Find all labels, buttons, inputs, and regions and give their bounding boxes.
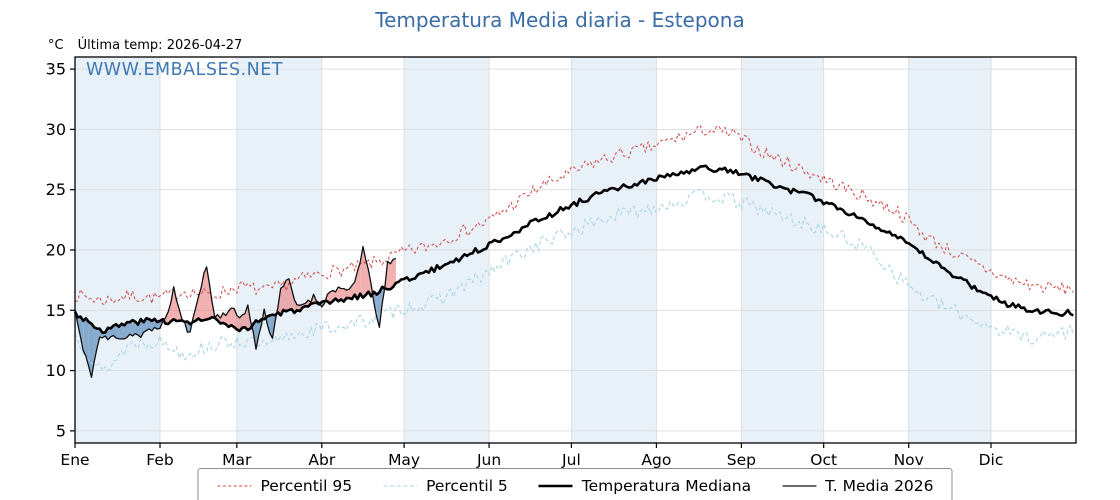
tmedia-2026-line-sample-icon [781, 479, 817, 493]
svg-text:Nov: Nov [894, 451, 924, 469]
legend-item-percentil-95: Percentil 95 [216, 477, 352, 495]
legend-label: T. Media 2026 [825, 477, 934, 495]
svg-text:Mar: Mar [222, 451, 252, 469]
svg-text:35: 35 [46, 60, 66, 79]
svg-text:Feb: Feb [146, 451, 173, 469]
svg-text:20: 20 [46, 241, 66, 260]
axis-annotation-row: °C Última temp: 2026-04-27 [48, 38, 242, 53]
mediana-line-sample-icon [538, 479, 574, 493]
legend-label: Percentil 95 [260, 477, 353, 495]
svg-text:Dic: Dic [979, 451, 1004, 469]
y-axis-unit-label: °C [48, 38, 64, 53]
watermark: WWW.EMBALSES.NET [86, 60, 284, 80]
svg-text:Sep: Sep [727, 451, 756, 469]
legend-label: Percentil 5 [426, 477, 508, 495]
last-temp-annotation: Última temp: 2026-04-27 [77, 38, 243, 53]
svg-text:Jul: Jul [561, 451, 581, 469]
legend-item-tmedia-2026: T. Media 2026 [781, 477, 934, 495]
svg-text:May: May [388, 451, 420, 469]
percentil-5-line-sample-icon [382, 479, 418, 493]
svg-text:Jun: Jun [476, 451, 501, 469]
legend-label: Temperatura Mediana [581, 477, 752, 495]
svg-text:25: 25 [46, 180, 66, 199]
svg-text:Oct: Oct [810, 451, 837, 469]
chart-title: Temperatura Media diaria - Estepona [375, 8, 745, 32]
svg-text:5: 5 [56, 421, 66, 440]
svg-text:Ene: Ene [60, 451, 89, 469]
svg-text:15: 15 [46, 301, 66, 320]
svg-text:Ago: Ago [641, 451, 671, 469]
svg-text:Abr: Abr [308, 451, 335, 469]
legend-item-mediana: Temperatura Mediana [538, 477, 751, 495]
percentil-95-line-sample-icon [216, 479, 252, 493]
svg-text:10: 10 [46, 361, 66, 380]
svg-text:30: 30 [46, 120, 66, 139]
legend-item-percentil-5: Percentil 5 [382, 477, 508, 495]
legend: Percentil 95 Percentil 5 Temperatura Med… [197, 468, 953, 500]
